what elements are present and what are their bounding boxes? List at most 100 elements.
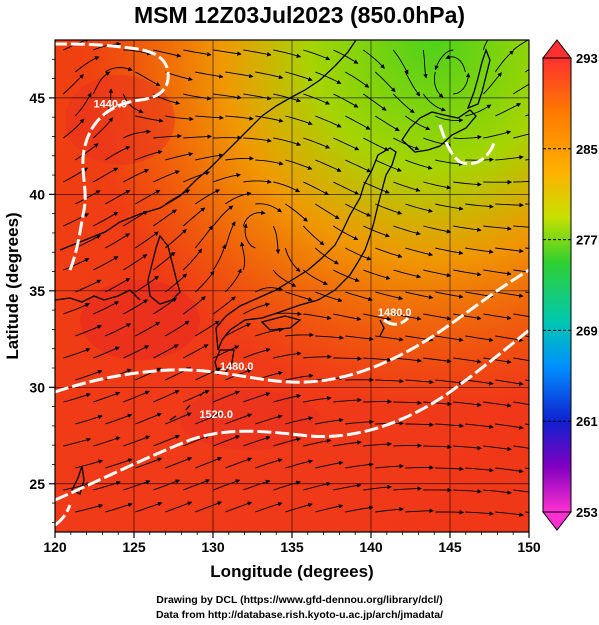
streamline [195,115,224,120]
streamline [453,225,482,232]
streamline [423,269,452,278]
streamline [285,291,313,302]
streamline [243,179,272,184]
streamline [345,203,372,217]
streamline [513,40,529,51]
streamline [153,344,179,359]
streamline [123,299,149,315]
streamline [315,417,344,425]
streamline [243,93,272,101]
streamline [285,459,314,469]
streamline [105,277,131,293]
streamline [453,269,482,277]
streamline [75,503,104,513]
streamline [195,457,223,469]
streamline [453,401,482,407]
streamline [75,459,104,469]
streamline [495,511,524,517]
streamline [165,501,193,513]
streamline [392,93,415,114]
streamline [482,72,502,95]
streamline [273,93,302,103]
streamline [495,379,524,386]
streamline [333,49,359,64]
streamline [434,49,454,71]
streamline [123,169,150,183]
colorbar-top-triangle [541,39,573,59]
streamline [375,378,404,384]
streamline [153,434,180,447]
streamline [93,480,121,491]
streamline [213,49,242,56]
streamline [213,345,240,359]
streamline [75,324,102,337]
x-tick-label: 130 [201,539,225,555]
streamline [285,71,313,82]
streamline [123,345,150,359]
streamline [285,332,314,338]
streamline [483,269,512,276]
streamline [63,118,85,139]
y-tick-label: 35 [29,283,45,299]
streamline [273,137,302,147]
streamline [195,71,224,79]
streamline [195,501,223,513]
streamline [303,438,332,447]
colorbar-label: 293 [576,51,598,66]
streamline [405,203,433,213]
coastlines [55,40,491,495]
x-axis: 120 125 130 135 140 145 150 [43,532,541,555]
streamline [405,159,433,170]
streamline [453,135,482,140]
streamline [135,231,159,249]
streamline [225,413,253,425]
streamline [303,313,332,321]
streamline [315,460,344,469]
streamline [483,489,512,495]
streamline [240,241,246,271]
streamline [273,480,301,491]
streamline [105,502,133,513]
streamline [483,225,512,231]
colorbar: 293 285 277 269 261 253 [541,39,598,531]
streamline [284,247,301,272]
streamline [483,130,512,139]
streamline [375,335,404,342]
x-tick-label: 125 [122,539,146,555]
x-tick-label: 135 [280,539,304,555]
streamline [333,225,359,241]
streamline [135,189,161,205]
streamline [495,202,524,208]
streamline [225,71,254,79]
streamline [123,49,152,56]
streamline [465,104,492,117]
streamline [333,483,362,491]
streamline [363,93,387,111]
streamline [375,463,404,469]
streamline [495,103,522,117]
streamline [315,203,340,220]
streamline [345,419,374,425]
streamline [345,71,370,88]
streamline [405,422,435,427]
streamline [135,275,159,293]
streamline [374,71,396,93]
colorbar-bottom-triangle [541,511,573,531]
streamline [135,457,163,469]
streamline [513,83,529,95]
streamline [435,423,464,428]
streamline [495,247,524,254]
streamline [272,225,281,255]
streamline [315,504,344,513]
streamline [453,72,471,95]
streamline [75,370,103,381]
streamline [393,313,422,321]
streamline [243,223,256,249]
streamline [483,313,512,321]
lat-lon-grid [55,40,529,532]
streamline [345,159,372,173]
streamline [255,458,283,469]
streamline [273,49,302,58]
streamline [243,348,271,359]
